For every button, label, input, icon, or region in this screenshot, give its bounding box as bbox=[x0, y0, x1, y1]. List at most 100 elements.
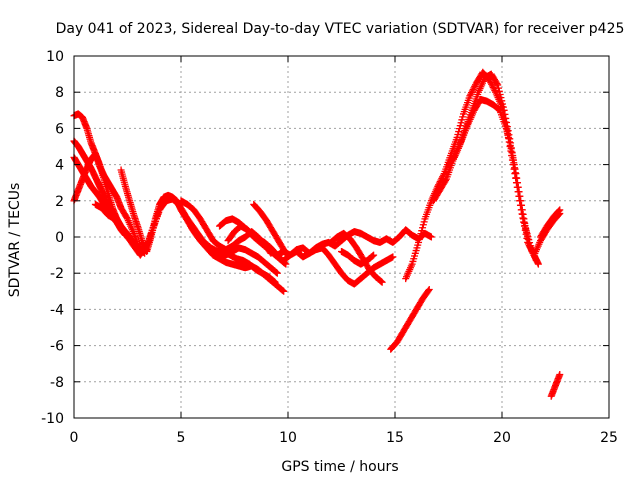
data-point bbox=[369, 252, 377, 260]
data-point bbox=[278, 286, 286, 294]
data-point bbox=[370, 251, 378, 259]
x-tick-label: 25 bbox=[600, 430, 618, 446]
data-point bbox=[510, 156, 518, 164]
data-point bbox=[280, 287, 288, 295]
data-point bbox=[520, 215, 528, 223]
data-point bbox=[368, 252, 376, 260]
data-point bbox=[505, 135, 513, 143]
series-track-s bbox=[445, 95, 536, 255]
data-point bbox=[503, 128, 511, 136]
series-track-b bbox=[70, 137, 142, 255]
y-tick-label: -4 bbox=[50, 302, 64, 318]
data-point bbox=[519, 210, 527, 218]
data-point bbox=[514, 179, 522, 187]
y-tick-label: -6 bbox=[50, 339, 64, 355]
data-point bbox=[488, 80, 496, 88]
data-point bbox=[378, 278, 386, 286]
data-point bbox=[468, 89, 476, 97]
axis-ticks: 0 5 10 15 20 25 -10 -8 -6 -4 -2 0 2 4 6 8 10 bbox=[41, 49, 618, 446]
data-point bbox=[490, 85, 498, 93]
data-point bbox=[493, 80, 501, 88]
y-tick-label: 10 bbox=[46, 49, 64, 65]
data-point bbox=[123, 214, 131, 222]
data-point bbox=[507, 145, 515, 153]
data-point bbox=[389, 253, 397, 261]
data-point bbox=[508, 148, 516, 156]
data-point bbox=[424, 287, 432, 295]
data-point bbox=[427, 233, 435, 241]
data-point bbox=[499, 103, 507, 111]
y-tick-label: 6 bbox=[55, 121, 64, 137]
data-point bbox=[491, 87, 499, 95]
data-point bbox=[272, 268, 280, 276]
series-track-p bbox=[387, 285, 433, 353]
data-point bbox=[521, 219, 529, 227]
data-point bbox=[506, 141, 514, 149]
data-point bbox=[442, 176, 450, 184]
data-point bbox=[470, 84, 478, 92]
data-point bbox=[425, 285, 433, 293]
data-point bbox=[495, 87, 503, 95]
data-point bbox=[494, 81, 502, 89]
y-tick-label: -10 bbox=[41, 411, 64, 427]
data-point bbox=[439, 171, 447, 179]
y-axis-label: SDTVAR / TECUs bbox=[7, 183, 23, 298]
data-point bbox=[509, 152, 517, 160]
y-tick-label: -8 bbox=[50, 375, 64, 391]
data-point bbox=[513, 174, 521, 182]
data-point bbox=[468, 87, 476, 95]
data-point bbox=[534, 260, 542, 268]
x-tick-label: 10 bbox=[279, 430, 297, 446]
data-point bbox=[556, 371, 564, 379]
data-point bbox=[502, 124, 510, 132]
data-point bbox=[273, 269, 281, 277]
series-track-u bbox=[537, 206, 564, 241]
data-point bbox=[518, 201, 526, 209]
data-point bbox=[518, 206, 526, 214]
series-track-h bbox=[177, 206, 281, 277]
x-tick-label: 5 bbox=[177, 430, 186, 446]
data-point bbox=[469, 85, 477, 93]
data-point bbox=[471, 82, 479, 90]
series-track-v bbox=[547, 371, 564, 400]
data-point bbox=[499, 100, 507, 108]
x-tick-label: 20 bbox=[493, 430, 511, 446]
data-point bbox=[510, 161, 518, 169]
data-point bbox=[555, 207, 563, 215]
data-point bbox=[532, 257, 540, 265]
data-point bbox=[497, 94, 505, 102]
data-point bbox=[489, 83, 497, 91]
data-point bbox=[488, 82, 496, 90]
data-point bbox=[494, 105, 502, 113]
series-track-f bbox=[117, 166, 288, 295]
data-point bbox=[512, 170, 520, 178]
data-point bbox=[495, 84, 503, 92]
data-point bbox=[498, 97, 506, 105]
x-axis-label: GPS time / hours bbox=[281, 459, 398, 475]
y-tick-label: 4 bbox=[55, 158, 64, 174]
x-tick-label: 15 bbox=[386, 430, 404, 446]
data-point bbox=[505, 138, 513, 146]
data-points bbox=[70, 68, 564, 400]
data-point bbox=[516, 192, 524, 200]
data-point bbox=[511, 165, 519, 173]
data-point bbox=[377, 278, 385, 286]
data-point bbox=[467, 90, 475, 98]
data-point bbox=[514, 183, 522, 191]
data-point bbox=[377, 277, 385, 285]
data-point bbox=[496, 90, 504, 98]
y-tick-label: 2 bbox=[55, 194, 64, 210]
y-tick-label: 8 bbox=[55, 85, 64, 101]
series-track-t bbox=[530, 209, 564, 259]
y-tick-label: -2 bbox=[50, 266, 64, 282]
x-tick-label: 0 bbox=[70, 430, 79, 446]
data-point bbox=[279, 287, 287, 295]
data-point bbox=[517, 197, 525, 205]
data-point bbox=[504, 131, 512, 139]
series-track-o bbox=[338, 247, 378, 268]
data-point bbox=[272, 269, 280, 277]
data-point bbox=[515, 188, 523, 196]
data-point bbox=[466, 92, 474, 100]
